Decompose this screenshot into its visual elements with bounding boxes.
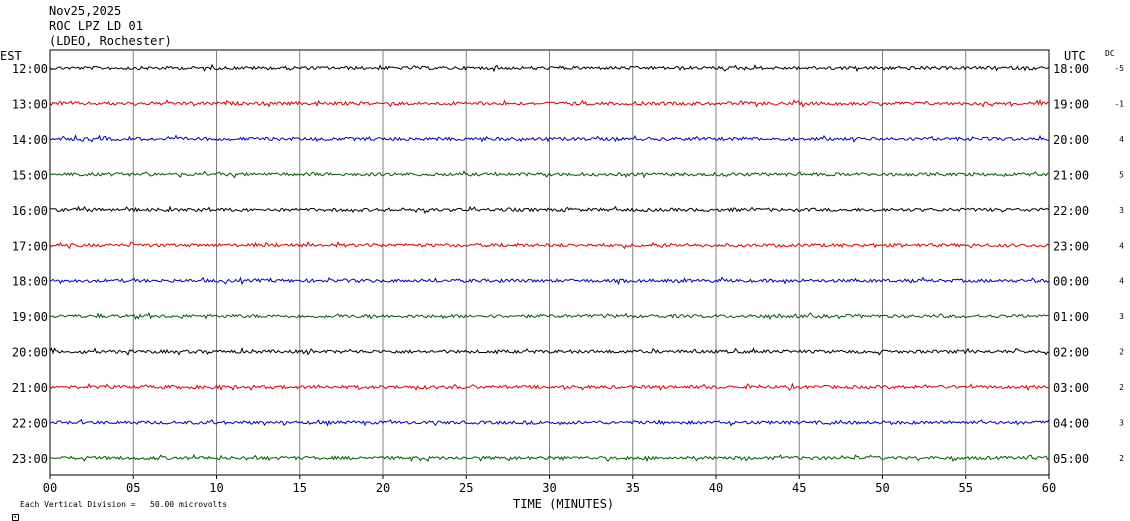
x-tick-label: 55 [959, 481, 973, 495]
x-tick-label: 40 [709, 481, 723, 495]
est-hour-label: 19:00 [12, 310, 48, 324]
est-hour-label: 18:00 [12, 275, 48, 289]
x-tick-label: 25 [459, 481, 473, 495]
utc-hour-label: 23:00 [1053, 239, 1089, 253]
dc-offset-value: 4 [1119, 241, 1124, 250]
plot-date: Nov25,2025 [49, 4, 122, 18]
est-hour-label: 20:00 [12, 346, 48, 360]
dc-offset-value: 2 [1119, 348, 1124, 357]
dc-offset-value: 2 [1119, 383, 1124, 392]
x-tick-label: 05 [126, 481, 140, 495]
dc-offset-value: 2 [1119, 454, 1124, 463]
est-hour-label: 22:00 [12, 417, 48, 431]
est-hour-label: 14:00 [12, 133, 48, 147]
trace-line [49, 346, 1050, 356]
trace-line [49, 99, 1050, 108]
x-tick-label: 10 [209, 481, 223, 495]
ldeo-logo-mark: ★ [11, 514, 19, 521]
trace-line [49, 134, 1049, 143]
est-hour-label: 23:00 [12, 452, 48, 466]
utc-hour-label: 21:00 [1053, 168, 1089, 182]
trace-line [50, 453, 1050, 463]
utc-hour-label: 04:00 [1053, 417, 1089, 431]
trace-line [49, 170, 1050, 179]
dc-offset-value: 3 [1119, 206, 1124, 215]
ldeo-logo: ★ [2, 502, 19, 521]
x-tick-label: 50 [875, 481, 889, 495]
x-axis-ticks: 00 05 10 15 20 25 30 35 40 45 50 55 60 [43, 475, 1056, 495]
est-hour-label: 16:00 [12, 204, 48, 218]
utc-hour-label: 02:00 [1053, 346, 1089, 360]
utc-hour-label: 20:00 [1053, 133, 1089, 147]
left-axis-label: EST [0, 49, 22, 63]
trace-line [50, 418, 1050, 427]
trace-line [49, 311, 1050, 321]
est-hour-label: 13:00 [12, 97, 48, 111]
scale-note: Each Vertical Division = 50.00 microvolt… [20, 500, 228, 509]
est-hour-label: 17:00 [12, 239, 48, 253]
seismic-traces [49, 63, 1050, 463]
trace-line [49, 205, 1050, 214]
dc-offset-value: 4 [1119, 135, 1124, 144]
trace-line [49, 382, 1050, 392]
x-tick-label: 20 [376, 481, 390, 495]
x-tick-label: 60 [1042, 481, 1056, 495]
right-axis-label: UTC [1064, 49, 1086, 63]
utc-hour-label: 03:00 [1053, 381, 1089, 395]
station-code: ROC LPZ LD 01 [49, 19, 143, 33]
row-labels: 12:00 18:00 -5 13:00 19:00 -1 14:00 20:00 4 15:00… [12, 62, 1124, 466]
dc-offset-value: -5 [1114, 64, 1124, 73]
x-tick-label: 30 [542, 481, 556, 495]
est-hour-label: 21:00 [12, 381, 48, 395]
dc-offset-value: -1 [1114, 99, 1124, 108]
trace-line [49, 276, 1050, 286]
dc-offset-value: 3 [1119, 312, 1124, 321]
est-hour-label: 12:00 [12, 62, 48, 76]
utc-hour-label: 00:00 [1053, 275, 1089, 289]
trace-line [49, 240, 1050, 250]
x-axis-label: TIME (MINUTES) [513, 497, 615, 511]
utc-hour-label: 18:00 [1053, 62, 1089, 76]
x-tick-label: 45 [792, 481, 806, 495]
x-tick-label: 35 [626, 481, 640, 495]
utc-hour-label: 22:00 [1053, 204, 1089, 218]
dc-offset-value: 5 [1119, 170, 1124, 179]
dc-offset-value: 4 [1119, 277, 1124, 286]
x-tick-label: 00 [43, 481, 57, 495]
utc-hour-label: 01:00 [1053, 310, 1089, 324]
utc-hour-label: 05:00 [1053, 452, 1089, 466]
est-hour-label: 15:00 [12, 168, 48, 182]
dc-label: DC [1105, 49, 1115, 58]
dc-offset-value: 3 [1119, 419, 1124, 428]
utc-hour-label: 19:00 [1053, 97, 1089, 111]
trace-line [49, 63, 1050, 73]
plot-grid [49, 49, 1050, 476]
x-tick-label: 15 [293, 481, 307, 495]
network-name: (LDEO, Rochester) [49, 34, 172, 48]
